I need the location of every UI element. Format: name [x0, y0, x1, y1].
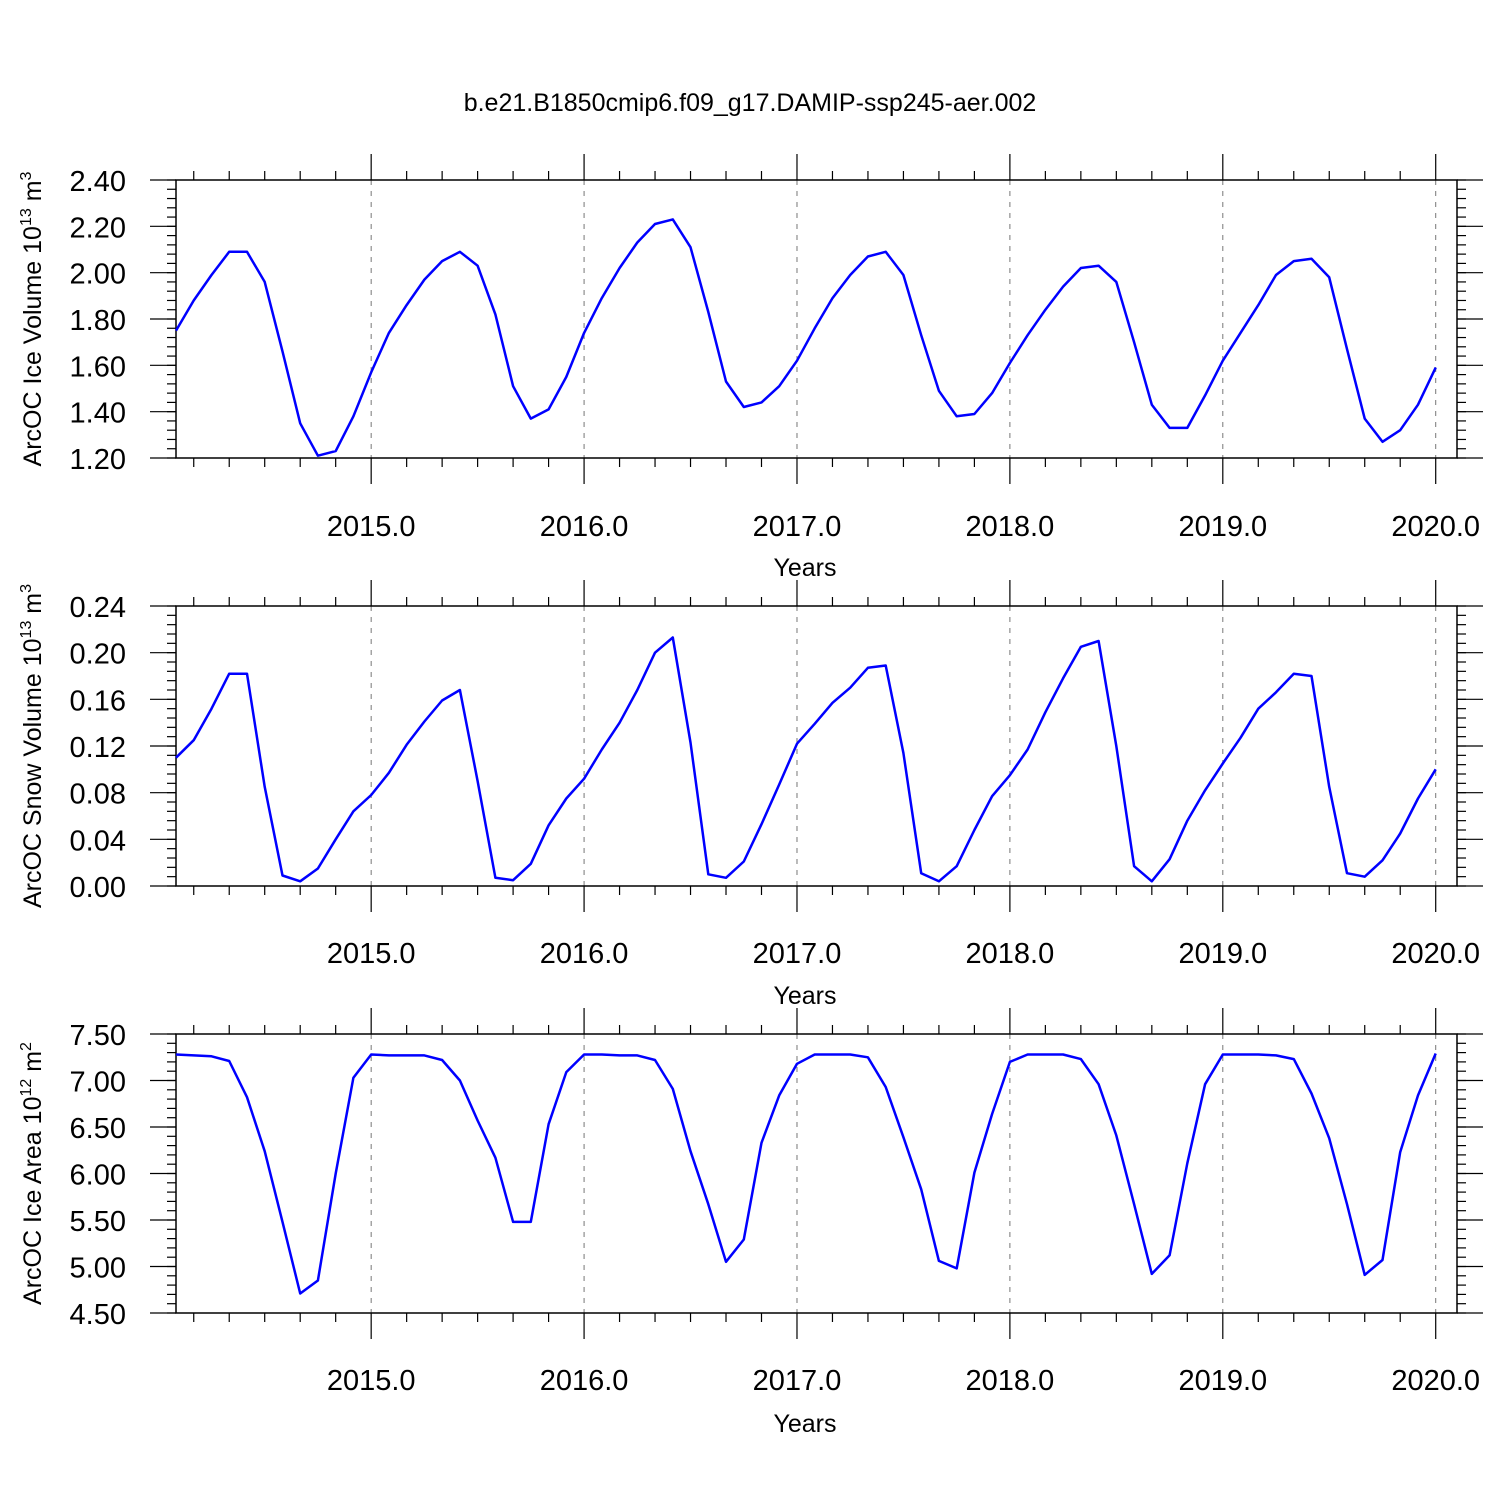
y-axis-title-exp: 13 — [18, 621, 35, 639]
plot-frame — [175, 605, 1458, 887]
y-axis-title-unit: m — [19, 180, 47, 208]
x-tick-label: 2015.0 — [327, 511, 416, 543]
x-axis-title: Years — [773, 554, 836, 582]
panel-3: 2015.0 2016.0 2017.0 2018.0 2019.0 2020.0 4.50… — [18, 1008, 1483, 1438]
y-axis-title-exp: 13 — [18, 208, 35, 226]
y-tick-label: 6.00 — [70, 1160, 126, 1192]
y-tick-label: 1.60 — [70, 351, 126, 383]
x-tick-label: 2020.0 — [1391, 1365, 1480, 1397]
x-tick-label: 2019.0 — [1178, 511, 1267, 543]
y-tick-label: 5.50 — [70, 1206, 126, 1238]
y-axis-title-unit-exp: 3 — [18, 171, 35, 180]
x-tick-label: 2015.0 — [327, 938, 416, 970]
x-tick-label: 2017.0 — [753, 1365, 842, 1397]
x-tick-label: 2016.0 — [540, 1365, 629, 1397]
y-axis-title-text: ArcOC Snow Volume 10 — [19, 638, 47, 908]
y-tick-label: 0.12 — [70, 732, 126, 764]
x-tick-label: 2020.0 — [1391, 938, 1480, 970]
x-tick-label: 2019.0 — [1178, 938, 1267, 970]
y-tick-label: 1.20 — [70, 444, 126, 476]
y-axis-title-unit: m — [19, 593, 47, 621]
y-axis-title-text: ArcOC Ice Area 10 — [19, 1097, 47, 1305]
plot-frame — [175, 1033, 1458, 1314]
series-line — [175, 1053, 1437, 1295]
y-axis-title-unit: m — [19, 1051, 47, 1079]
y-axis-title-exp: 12 — [18, 1079, 35, 1097]
plot-frame — [175, 179, 1458, 459]
y-tick-label: 0.04 — [70, 825, 126, 857]
y-tick-label: 6.50 — [70, 1113, 126, 1145]
y-tick-label: 0.00 — [70, 872, 126, 904]
x-tick-label: 2015.0 — [327, 1365, 416, 1397]
x-tick-label: 2016.0 — [540, 938, 629, 970]
y-axis-title: ArcOC Ice Volume 1013 m3 — [18, 171, 47, 466]
y-tick-label: 0.24 — [70, 592, 126, 624]
panel-2: 2015.0 2016.0 2017.0 2018.0 2019.0 2020.0 0.00… — [18, 580, 1483, 1010]
x-tick-label: 2017.0 — [753, 938, 842, 970]
y-axis-title-unit-exp: 2 — [18, 1042, 35, 1051]
y-tick-label: 0.16 — [70, 685, 126, 717]
y-axis-title-unit-exp: 3 — [18, 584, 35, 593]
y-tick-label: 0.08 — [70, 779, 126, 811]
y-tick-label: 7.00 — [70, 1067, 126, 1099]
x-tick-label: 2018.0 — [966, 1365, 1055, 1397]
chart-title: b.e21.B1850cmip6.f09_g17.DAMIP-ssp245-ae… — [464, 89, 1037, 117]
y-tick-label: 2.20 — [70, 212, 126, 244]
x-tick-label: 2020.0 — [1391, 511, 1480, 543]
x-axis-title: Years — [773, 1410, 836, 1438]
x-tick-label: 2018.0 — [966, 511, 1055, 543]
y-tick-label: 1.40 — [70, 398, 126, 430]
x-tick-label: 2016.0 — [540, 511, 629, 543]
y-tick-label: 2.00 — [70, 259, 126, 291]
y-axis-title: ArcOC Snow Volume 1013 m3 — [18, 584, 47, 908]
series-line — [174, 218, 1437, 457]
series-line — [175, 636, 1437, 883]
y-tick-label: 5.00 — [70, 1253, 126, 1285]
x-axis-title: Years — [773, 982, 836, 1010]
y-tick-label: 7.50 — [70, 1020, 126, 1052]
panel-1: 2015.0 2016.0 2017.0 2018.0 2019.0 2020.0 1.20… — [18, 154, 1483, 582]
y-tick-label: 0.20 — [70, 639, 126, 671]
x-tick-label: 2019.0 — [1178, 1365, 1267, 1397]
y-axis-title: ArcOC Ice Area 1012 m2 — [18, 1042, 47, 1305]
x-tick-label: 2018.0 — [966, 938, 1055, 970]
y-tick-label: 4.50 — [70, 1299, 126, 1331]
y-axis-title-text: ArcOC Ice Volume 10 — [19, 226, 47, 466]
y-tick-label: 1.80 — [70, 305, 126, 337]
y-tick-label: 2.40 — [70, 166, 126, 198]
x-tick-label: 2017.0 — [753, 511, 842, 543]
